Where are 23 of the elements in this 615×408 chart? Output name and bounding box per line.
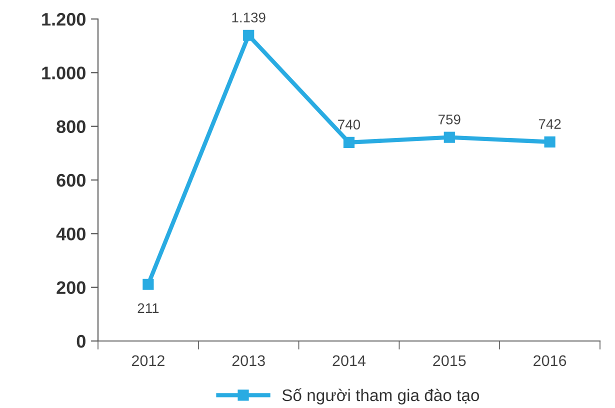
data-label: 742 [538,119,561,129]
y-tick-label: 800 [56,120,86,134]
point [243,30,254,41]
legend-label: Số người tham gia đào tạo [282,388,480,404]
y-tick-label: 600 [56,174,86,187]
point [343,136,355,148]
y-tick-label: 200 [56,281,86,294]
x-tick-label: 2013 [232,355,265,366]
y-tick-label: 400 [56,228,86,240]
data-label: 1.139 [232,12,266,22]
x-tick-label: 2016 [534,355,566,366]
x-tick-label: 2012 [132,355,164,366]
y-tick-label: 1.200 [42,12,86,26]
point [544,136,556,148]
y-tick-label: 0 [76,334,86,348]
data-label: 740 [338,120,360,130]
x-tick-label: 2014 [332,355,366,366]
point [142,278,154,290]
data-label: 759 [438,114,460,124]
y-tick-label: 1.000 [42,66,86,80]
x-tick-label: 2015 [433,355,466,366]
point [444,132,455,143]
data-label: 211 [138,303,159,313]
